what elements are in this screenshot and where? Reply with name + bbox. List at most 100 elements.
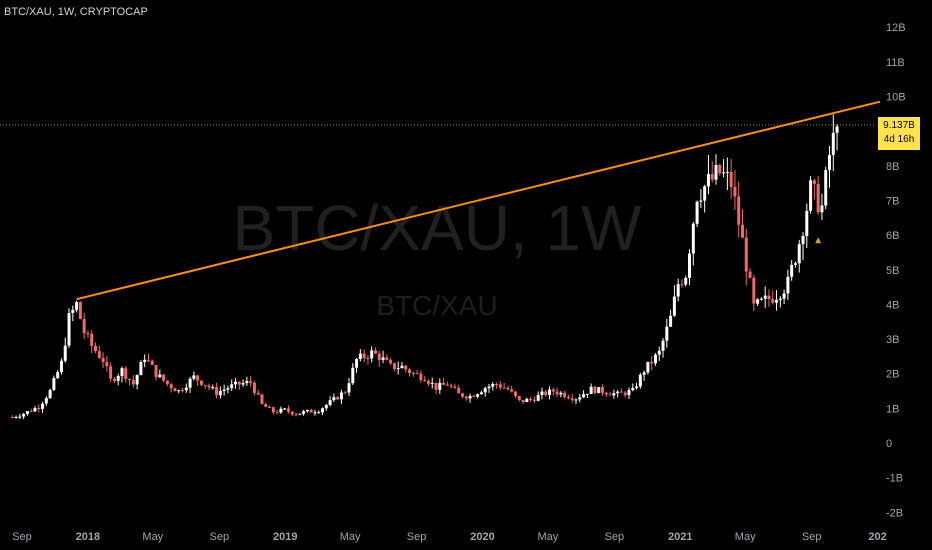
candle-body: [14, 416, 18, 418]
y-tick-label: 2B: [886, 369, 899, 381]
candle-body: [162, 374, 166, 381]
candle-body: [131, 379, 135, 385]
candle-body: [582, 394, 586, 398]
candle-body: [396, 368, 400, 370]
candle-body: [294, 414, 298, 416]
candle-body: [574, 399, 578, 401]
candle-body: [207, 385, 211, 388]
candle-body: [578, 397, 582, 400]
candle-body: [631, 387, 635, 391]
candle-body: [321, 408, 325, 413]
candle-body: [831, 132, 835, 156]
candle-body: [355, 359, 359, 368]
candle-body: [230, 384, 234, 389]
candle-body: [616, 391, 620, 394]
candle-body: [684, 277, 688, 285]
x-tick-label: 2018: [76, 531, 100, 543]
candle-body: [566, 397, 570, 399]
candle-body: [525, 398, 529, 403]
candle-body: [536, 394, 540, 401]
candle-body: [544, 391, 548, 396]
candle-body: [646, 361, 650, 373]
candle-body: [793, 263, 797, 265]
candle-body: [805, 210, 809, 236]
candle-body: [305, 409, 309, 412]
candle-body: [109, 366, 113, 379]
candle-body: [173, 388, 177, 392]
candle-body: [502, 387, 506, 389]
candle-body: [619, 391, 623, 393]
candle-body: [479, 392, 483, 395]
candle-body: [627, 390, 631, 396]
candle-body: [128, 378, 132, 380]
candle-body: [211, 387, 215, 389]
candle-body: [495, 384, 499, 386]
candle-body: [181, 390, 185, 392]
y-axis[interactable]: 12B11B10B9B8B7B6B5B4B3B2B1B0-1B-2B: [886, 22, 906, 519]
candle-body: [44, 398, 48, 404]
candle-body: [290, 411, 294, 415]
candle-body: [362, 353, 366, 359]
candle-body: [563, 392, 567, 398]
candle-body: [695, 201, 699, 224]
candle-body: [59, 360, 63, 373]
candle-body: [233, 381, 237, 385]
candle-body: [215, 387, 219, 396]
candle-body: [430, 382, 434, 384]
candle-body: [585, 393, 589, 395]
candle-body: [146, 359, 150, 361]
candle-body: [824, 170, 828, 206]
candle-body: [339, 392, 343, 400]
candle-body: [559, 392, 563, 395]
candle-body: [729, 171, 733, 187]
candle-body: [718, 165, 722, 174]
candle-body: [222, 389, 226, 392]
candle-body: [650, 361, 654, 364]
candle-body: [487, 386, 491, 389]
last-price-badge: 9.137B 4d 16h: [878, 117, 920, 150]
watermark-sub: BTC/XAU: [376, 290, 497, 321]
candle-body: [94, 346, 98, 352]
x-axis[interactable]: Sep 2018 May Sep 2019 May Sep 2020 May Sep 2021 May…: [12, 531, 887, 543]
candle-body: [714, 165, 718, 180]
candle-body: [672, 296, 676, 316]
candle-body: [169, 384, 173, 389]
watermark-main: BTC/XAU, 1W: [233, 192, 643, 264]
candle-body: [642, 372, 646, 375]
candle-body: [41, 403, 45, 409]
candle-body: [661, 340, 665, 351]
y-tick-label: 0: [886, 438, 892, 450]
candle-body: [691, 223, 695, 254]
candle-body: [423, 380, 427, 382]
candle-body: [37, 408, 41, 410]
x-tick-label: May: [735, 531, 756, 543]
candle-body: [744, 237, 748, 272]
candle-body: [260, 394, 264, 404]
candle-body: [143, 359, 147, 363]
candle-body: [177, 390, 181, 392]
candle-body: [381, 357, 385, 360]
candle-body: [688, 253, 692, 278]
y-tick-label: 12B: [886, 22, 906, 34]
candle-body: [706, 174, 710, 187]
candle-body: [529, 398, 533, 400]
x-tick-label: 2019: [273, 531, 297, 543]
candle-body: [790, 264, 794, 277]
candle-body: [498, 384, 502, 388]
candle-body: [56, 372, 60, 379]
candle-body: [196, 375, 200, 381]
candle-body: [237, 381, 241, 385]
candle-body: [457, 388, 461, 394]
candle-body: [593, 386, 597, 394]
candle-body: [419, 373, 423, 381]
candle-body: [748, 271, 752, 278]
candle-body: [373, 350, 377, 354]
candle-body: [192, 375, 196, 379]
candle-body: [313, 412, 317, 414]
candle-body: [699, 200, 703, 202]
trendline[interactable]: [76, 100, 881, 301]
candle-body: [775, 299, 779, 303]
candles-layer: [10, 114, 839, 420]
candle-body: [491, 384, 495, 387]
